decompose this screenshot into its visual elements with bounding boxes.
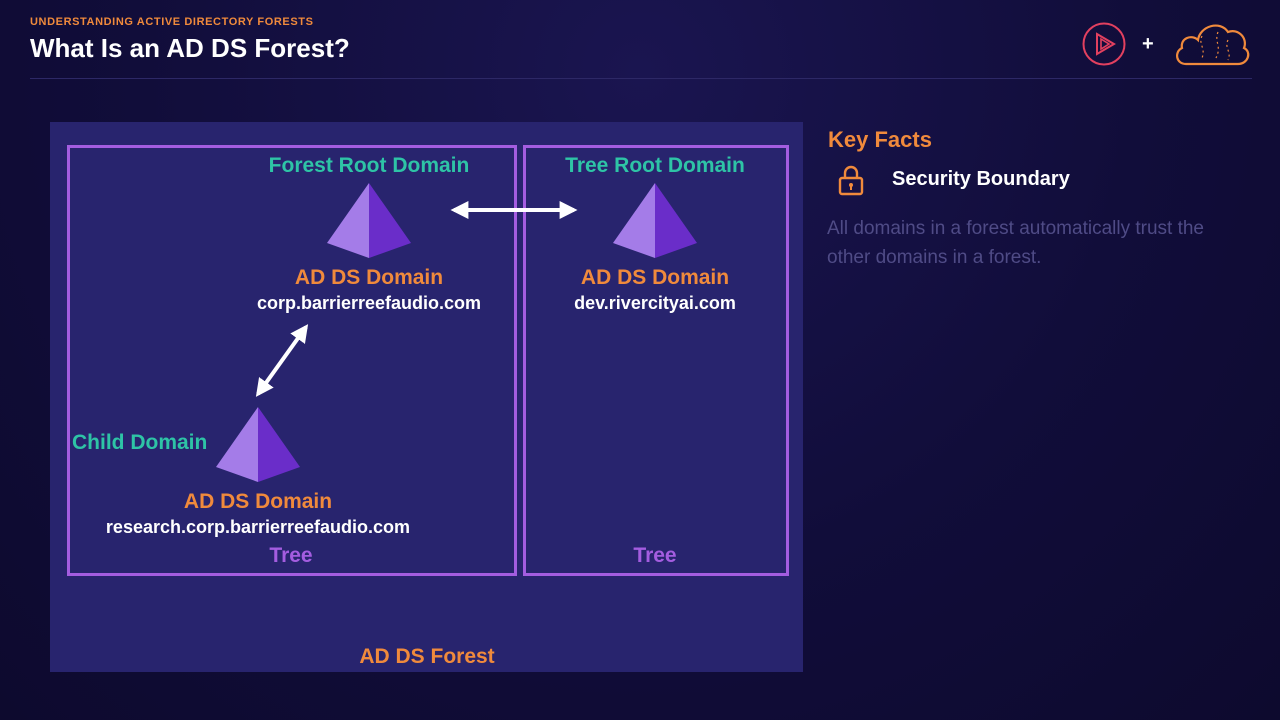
pyramid-icon-tree-root [613,183,697,258]
forest-panel [50,122,803,672]
security-boundary-body: All domains in a forest automatically tr… [827,218,1205,268]
forest-root-type: AD DS Domain [294,266,444,289]
page-title: What Is an AD DS Forest? [30,33,350,63]
tree-boundary-2 [523,145,789,576]
tree-root-name: dev.rivercityai.com [574,293,736,313]
tree-label-1: Tree [269,544,313,567]
tree-label-2: Tree [633,544,677,567]
tree-root-role: Tree Root Domain [565,154,745,177]
child-domain-name: research.corp.barrierreefaudio.com [105,517,411,537]
tree-boundary-1 [67,145,517,576]
header-divider [30,78,1252,79]
pyramid-icon-child [216,407,300,482]
play-logo-icon [1082,22,1126,66]
tree-root-type: AD DS Domain [580,266,730,289]
trust-arrow-child [255,324,309,397]
logo-plus: + [1142,33,1154,55]
security-boundary-heading: Security Boundary [892,168,1070,190]
cloud-logo-icon [1176,24,1250,66]
lock-icon [838,165,864,196]
child-domain-type: AD DS Domain [183,490,333,513]
child-domain-role: Child Domain [72,431,208,454]
forest-root-name: corp.barrierreefaudio.com [256,293,482,313]
forest-root-role: Forest Root Domain [268,154,470,177]
header-eyebrow: UNDERSTANDING ACTIVE DIRECTORY FORESTS [30,16,314,28]
key-facts-title: Key Facts [828,127,932,152]
forest-label: AD DS Forest [359,645,495,668]
pyramid-icon-forest-root [327,183,411,258]
